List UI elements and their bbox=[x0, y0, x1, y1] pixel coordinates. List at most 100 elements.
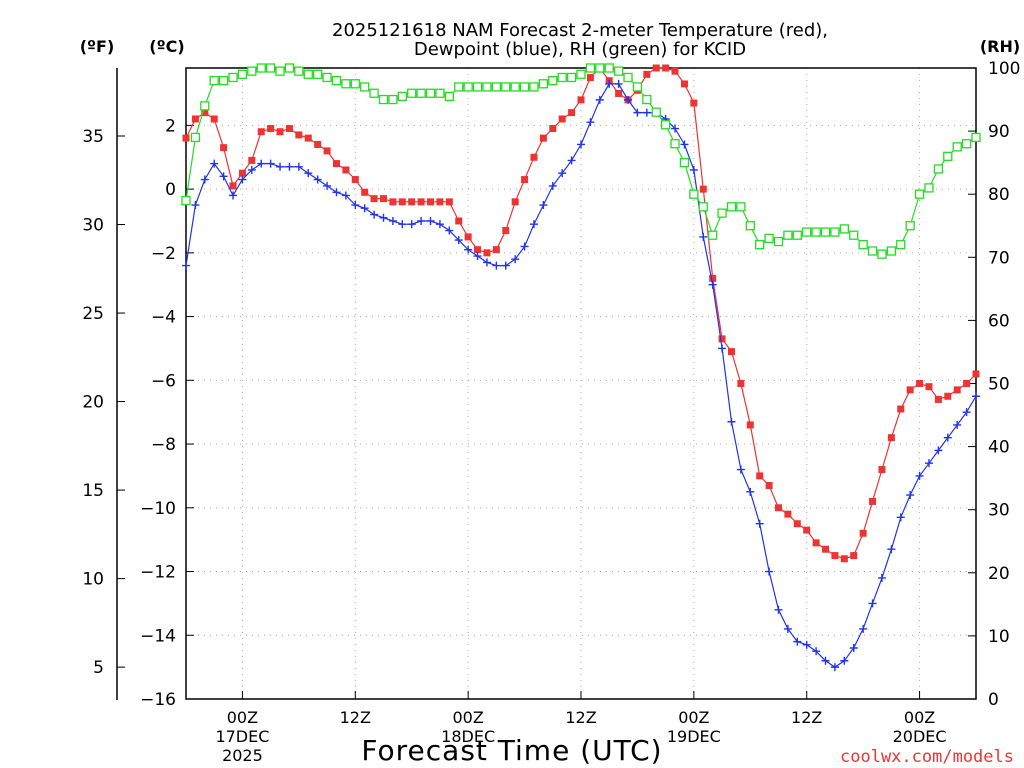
rh-point bbox=[397, 91, 407, 102]
temperature-point bbox=[530, 153, 538, 161]
rh-point bbox=[820, 227, 831, 237]
dewpoint-point bbox=[830, 663, 839, 672]
dewpoint-point bbox=[915, 471, 924, 480]
f-tick-label: 15 bbox=[82, 481, 104, 501]
rh-point bbox=[660, 120, 671, 130]
f-tick-label: 20 bbox=[82, 393, 104, 413]
temperature-point bbox=[803, 526, 811, 534]
rh-tick-label: 80 bbox=[988, 185, 1010, 205]
dewpoint-point bbox=[934, 446, 943, 455]
dewpoint-point bbox=[699, 232, 708, 241]
rh-point bbox=[209, 75, 219, 86]
dewpoint-point bbox=[605, 79, 614, 88]
rh-point bbox=[566, 72, 577, 83]
rh-point bbox=[595, 63, 605, 73]
temperature-point bbox=[963, 380, 971, 387]
temperature-point bbox=[709, 274, 717, 282]
rh-point bbox=[651, 107, 661, 117]
temperature-point bbox=[380, 195, 387, 203]
temperature-point bbox=[925, 383, 933, 391]
temperature-point bbox=[285, 125, 293, 133]
x-tick-label: 12Z bbox=[565, 708, 596, 727]
temperature-point bbox=[332, 160, 340, 168]
rh-point bbox=[755, 240, 765, 250]
rh-point bbox=[867, 246, 878, 256]
dewpoint-point bbox=[304, 169, 313, 178]
temperature-point bbox=[323, 147, 331, 155]
fahrenheit-axis: 35 30 25 20 15 10 5 bbox=[82, 127, 125, 678]
dewpoint-point bbox=[473, 252, 482, 261]
temperature-point bbox=[784, 510, 792, 518]
dewpoint-point bbox=[276, 162, 285, 171]
dewpoint-point bbox=[332, 188, 341, 197]
dewpoint-point bbox=[266, 159, 275, 168]
rh-tick-label: 90 bbox=[988, 122, 1010, 142]
dewpoint-point bbox=[210, 159, 219, 168]
temperature-point bbox=[210, 115, 218, 123]
rh-point bbox=[425, 88, 436, 98]
rh-point bbox=[313, 69, 323, 79]
dewpoint-point bbox=[379, 213, 388, 222]
x-date-label: 17DEC bbox=[215, 727, 269, 746]
rh-point bbox=[529, 82, 539, 92]
f-tick-label: 35 bbox=[82, 127, 104, 147]
dewpoint-point bbox=[229, 191, 238, 200]
credit-text: coolwx.com/models bbox=[840, 747, 1014, 767]
rh-point bbox=[708, 230, 718, 240]
rh-tick-label: 50 bbox=[988, 375, 1010, 395]
dewpoint-point bbox=[323, 181, 332, 190]
temperature-point bbox=[746, 421, 754, 429]
temperature-point bbox=[727, 348, 735, 356]
dewpoint-point bbox=[765, 567, 774, 576]
rh-point bbox=[510, 82, 520, 92]
rh-point bbox=[914, 189, 925, 199]
temperature-point bbox=[521, 176, 529, 184]
temperature-point bbox=[483, 249, 491, 257]
rh-point bbox=[698, 202, 708, 212]
dewpoint-point bbox=[642, 108, 651, 117]
temperature-point bbox=[201, 109, 209, 117]
x-date-label: 20DEC bbox=[893, 727, 947, 746]
dewpoint-point bbox=[577, 140, 585, 149]
rh-point bbox=[303, 69, 313, 79]
dewpoint-point bbox=[285, 162, 294, 171]
rh-point bbox=[416, 88, 426, 98]
temperature-point bbox=[690, 99, 698, 107]
temperature-point bbox=[850, 552, 858, 560]
dewpoint-point bbox=[445, 226, 454, 235]
temperature-point bbox=[577, 96, 585, 104]
rh-point bbox=[811, 227, 821, 237]
rh-point bbox=[538, 79, 549, 89]
rh-point bbox=[218, 75, 229, 86]
rh-tick-label: 0 bbox=[988, 690, 999, 710]
f-tick-label: 5 bbox=[93, 658, 104, 678]
temperature-point bbox=[248, 156, 256, 164]
dewpoint-point bbox=[511, 255, 520, 264]
rh-line bbox=[185, 67, 977, 255]
dewpoint-point bbox=[953, 420, 962, 429]
rh-tick-label: 30 bbox=[988, 501, 1010, 521]
c-tick-label: −2 bbox=[151, 244, 176, 264]
rh-point bbox=[237, 69, 248, 79]
dewpoint-point bbox=[689, 165, 698, 174]
dewpoint-point bbox=[351, 201, 360, 210]
rh-point bbox=[877, 249, 887, 259]
x-date-label: 18DEC bbox=[441, 727, 495, 746]
rh-point bbox=[463, 82, 473, 92]
rh-point bbox=[773, 236, 784, 247]
dewpoint-point bbox=[407, 220, 416, 229]
rh-point bbox=[482, 82, 492, 92]
temperature-point bbox=[342, 166, 350, 174]
temperature-point bbox=[220, 144, 228, 152]
x-tick-label: 00Z bbox=[678, 708, 709, 727]
temperature-point bbox=[276, 128, 284, 136]
x-date-label: 19DEC bbox=[667, 727, 721, 746]
dewpoint-point bbox=[680, 140, 689, 149]
rh-point bbox=[256, 63, 266, 73]
rh-tick-label: 40 bbox=[988, 438, 1010, 458]
rh-point bbox=[585, 63, 596, 73]
rh-tick-label: 100 bbox=[988, 59, 1020, 79]
unit-rh-label: (RH) bbox=[980, 37, 1020, 56]
rh-point bbox=[924, 183, 934, 193]
rh-point bbox=[444, 91, 454, 102]
